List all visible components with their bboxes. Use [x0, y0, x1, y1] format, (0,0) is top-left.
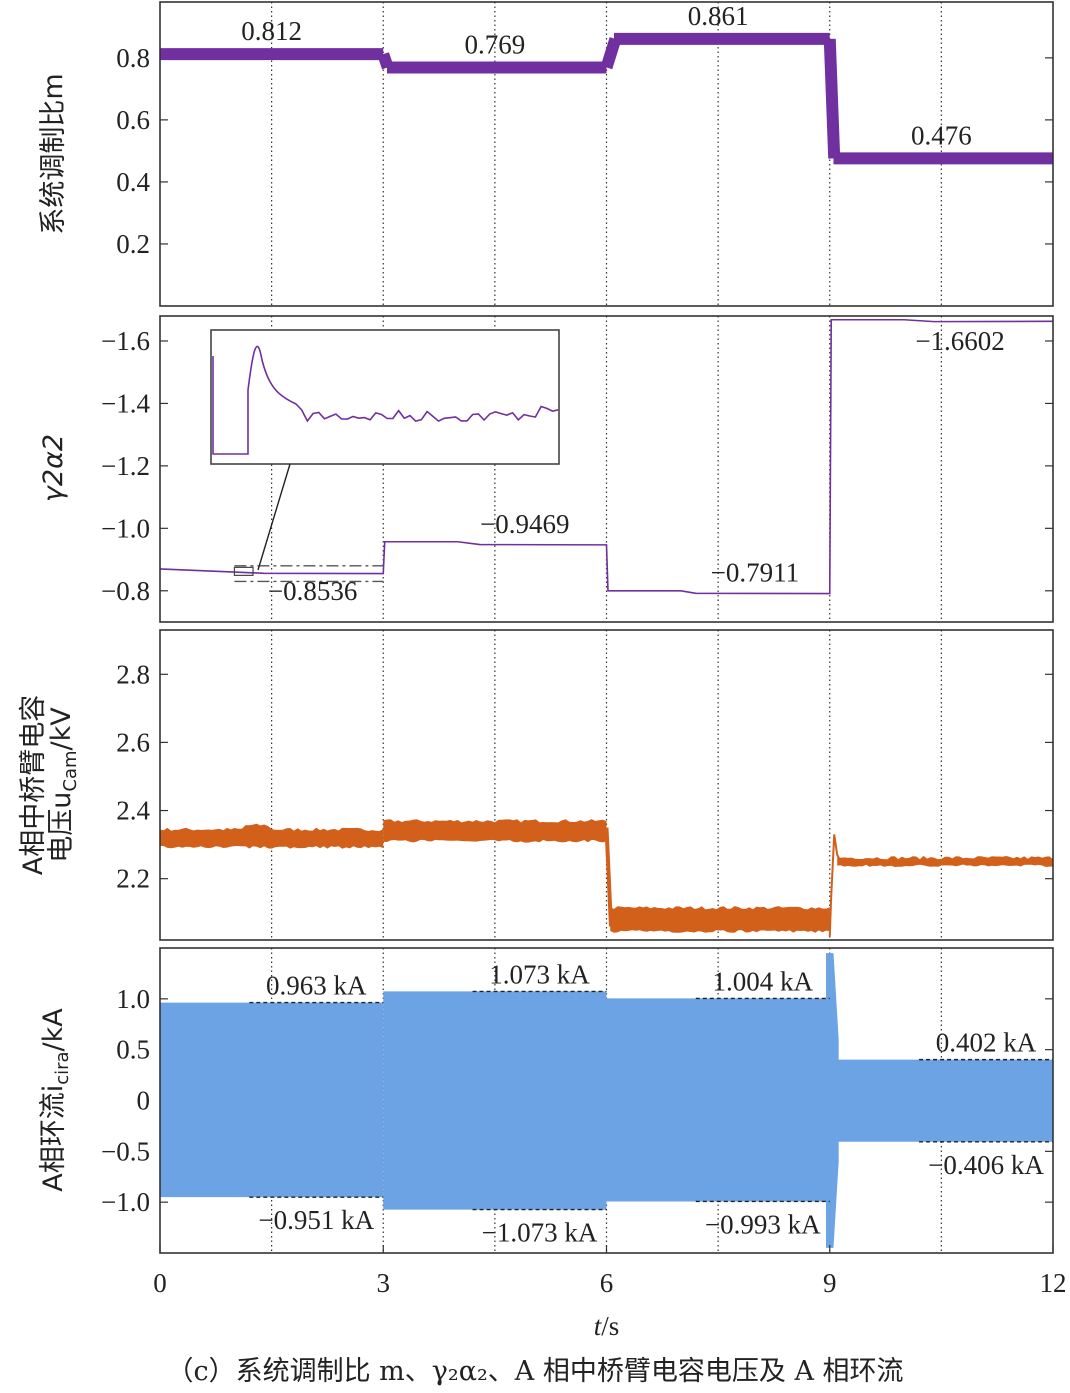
data-label: −0.7911 — [711, 558, 799, 588]
y-tick-label: 2.6 — [116, 727, 150, 757]
y-tick-label: 0.4 — [116, 167, 150, 197]
data-label: −0.993 kA — [705, 1209, 821, 1239]
y-axis-label: γ2α2 — [38, 434, 69, 502]
data-label: 0.861 — [688, 1, 749, 31]
data-label: 0.812 — [241, 16, 302, 46]
y-tick-label: 2.8 — [116, 659, 150, 689]
series-voltage-band — [383, 819, 607, 843]
series-voltage-band — [837, 855, 1053, 867]
data-label: −0.8536 — [268, 576, 357, 606]
series-gamma-alpha — [159, 318, 1054, 595]
series-current-band — [160, 1002, 384, 1198]
y-tick-label: 0.8 — [116, 43, 150, 73]
series-current-band — [606, 998, 830, 1202]
y-axis-label: 电压uCam/kV — [46, 707, 81, 863]
x-tick-label: 12 — [1040, 1268, 1067, 1298]
data-label: 0.963 kA — [266, 971, 367, 1001]
panel-frame — [159, 1, 1054, 307]
series-voltage-band — [160, 823, 384, 849]
x-axis-label: t/s — [594, 1311, 620, 1341]
series-m-transition — [823, 38, 841, 159]
y-tick-label: 2.4 — [116, 796, 150, 826]
series-voltage-band — [610, 906, 830, 933]
inset-connector — [257, 463, 291, 571]
y-tick-label: −1.0 — [101, 1187, 150, 1217]
figure-caption: （c）系统调制比 m、γ₂α₂、A 相中桥臂电容电压及 A 相环流 — [166, 1356, 903, 1387]
x-tick-label: 9 — [823, 1268, 837, 1298]
x-tick-label: 3 — [377, 1268, 391, 1298]
y-tick-label: −1.0 — [101, 513, 150, 543]
y-tick-label: 1.0 — [116, 984, 150, 1014]
y-axis-label: 系统调制比m — [38, 73, 69, 234]
panel-frame — [159, 629, 1054, 941]
series-current-band — [383, 991, 607, 1210]
zoom-region-box — [233, 566, 254, 576]
y-tick-label: −0.5 — [101, 1136, 150, 1166]
y-axis-label: A相环流icira/kA — [38, 1008, 73, 1192]
y-tick-label: −1.2 — [101, 451, 150, 481]
data-label: 1.073 kA — [489, 959, 590, 989]
data-label: −0.951 kA — [258, 1205, 374, 1235]
data-label: −1.073 kA — [482, 1218, 598, 1248]
y-tick-label: −0.8 — [101, 576, 150, 606]
y-tick-label: 2.2 — [116, 864, 150, 894]
series-voltage-transition — [828, 834, 842, 937]
y-tick-label: 0 — [137, 1086, 151, 1116]
x-tick-label: 6 — [600, 1268, 614, 1298]
data-label: 0.769 — [465, 29, 526, 59]
data-label: 1.004 kA — [713, 966, 814, 996]
data-label: 0.476 — [911, 120, 972, 150]
y-tick-label: −1.4 — [101, 388, 150, 418]
x-tick-label: 0 — [153, 1268, 167, 1298]
inset-frame — [210, 329, 560, 465]
series-m-transition — [600, 37, 622, 70]
data-label: −1.6602 — [915, 326, 1004, 356]
y-tick-label: −1.6 — [101, 326, 150, 356]
data-label: −0.406 kA — [928, 1150, 1044, 1180]
data-label: 0.402 kA — [936, 1028, 1037, 1058]
series-voltage-transition — [604, 827, 613, 927]
data-label: −0.9469 — [480, 509, 569, 539]
y-tick-label: 0.2 — [116, 229, 150, 259]
series-current-band — [833, 1059, 1053, 1142]
panel-frame — [159, 315, 1054, 623]
series-current-transient — [826, 953, 839, 1248]
y-tick-label: 0.6 — [116, 105, 150, 135]
series-m-transition — [377, 52, 394, 70]
inset-trace — [212, 345, 559, 455]
y-tick-label: 0.5 — [116, 1035, 150, 1065]
y-axis-label: A相中桥臂电容 — [18, 695, 49, 875]
